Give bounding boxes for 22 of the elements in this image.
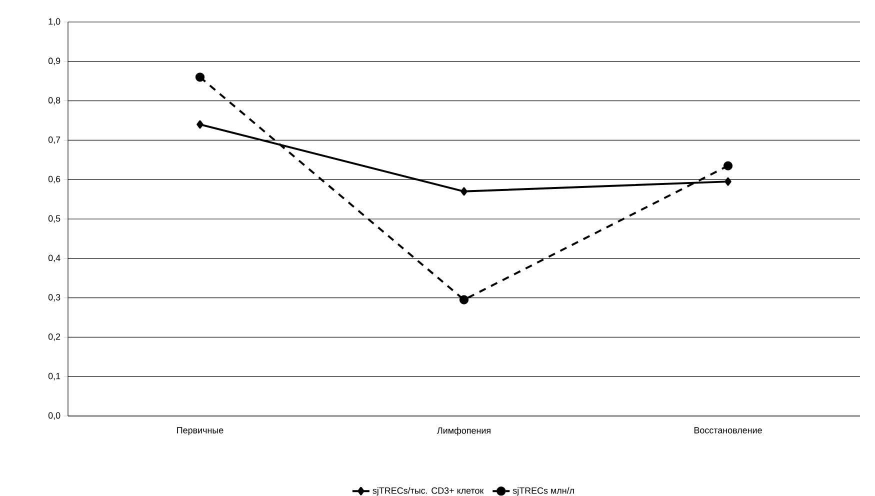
y-tick-label: 0,7 (48, 136, 60, 144)
y-tick-label: 0,8 (48, 97, 60, 104)
point (196, 120, 204, 129)
y-tick-label: 0,9 (48, 58, 60, 66)
y-tick-label: 0,6 (48, 176, 60, 184)
x-tick-label: Лимфопения (437, 427, 490, 436)
y-tick-label: 0,1 (48, 372, 60, 380)
y-tick-label: 0,5 (48, 215, 60, 223)
x-tick-label: Первичные (177, 427, 224, 436)
legend-label: sjTRECs/тыс. CD3+ клеток (372, 487, 484, 496)
point (723, 161, 733, 170)
y-tick-label: 0,2 (48, 333, 60, 341)
legend-label: sjTRECs млн/л (512, 487, 574, 496)
point (460, 187, 468, 196)
y-tick-label: 0,0 (48, 412, 60, 420)
y-tick-label: 0,4 (48, 254, 60, 262)
y-tick-label: 1,0 (48, 18, 60, 26)
point (195, 72, 205, 82)
x-tick-label: Восстановление (694, 427, 762, 434)
y-tick-label: 0,3 (48, 294, 60, 302)
point (459, 295, 469, 304)
point (724, 177, 732, 186)
